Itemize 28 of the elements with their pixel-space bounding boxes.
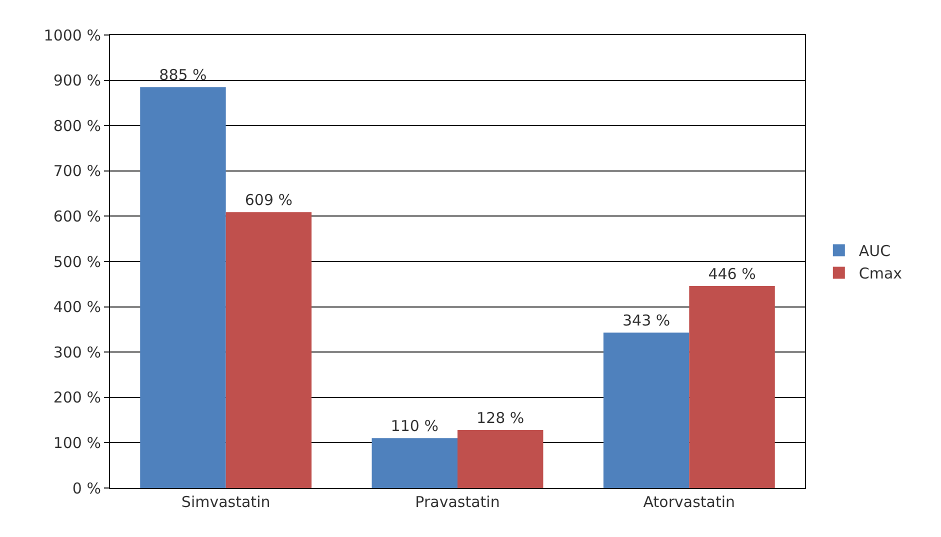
legend-label: AUC [858,242,891,260]
x-tick-label: Simvastatin [181,493,270,511]
data-label: 343 % [622,312,670,330]
y-tick-label: 900 % [53,72,101,90]
y-tick-label: 1000 % [44,26,101,44]
data-label: 446 % [708,264,756,283]
data-label: 128 % [476,409,524,428]
y-tick-label: 100 % [53,434,101,452]
data-label: 110 % [390,417,438,436]
bar [689,286,775,488]
bar [603,332,690,488]
legend-label: Cmax [858,264,902,283]
y-tick-label: 0 % [72,479,101,498]
y-tick-label: 200 % [53,388,101,407]
x-tick-label: Pravastatin [415,493,500,511]
y-tick-label: 600 % [53,207,101,226]
bar [140,87,226,488]
y-tick-label: 800 % [53,116,101,135]
bar [372,438,458,488]
y-tick-label: 500 % [53,252,101,271]
y-tick-label: 700 % [53,162,101,180]
data-label: 885 % [159,66,207,84]
y-tick-label: 400 % [53,298,101,316]
x-tick-label: Atorvastatin [643,493,736,511]
data-label: 609 % [244,191,293,210]
bar [226,212,312,488]
bar [458,430,544,488]
y-tick-label: 300 % [53,343,101,362]
